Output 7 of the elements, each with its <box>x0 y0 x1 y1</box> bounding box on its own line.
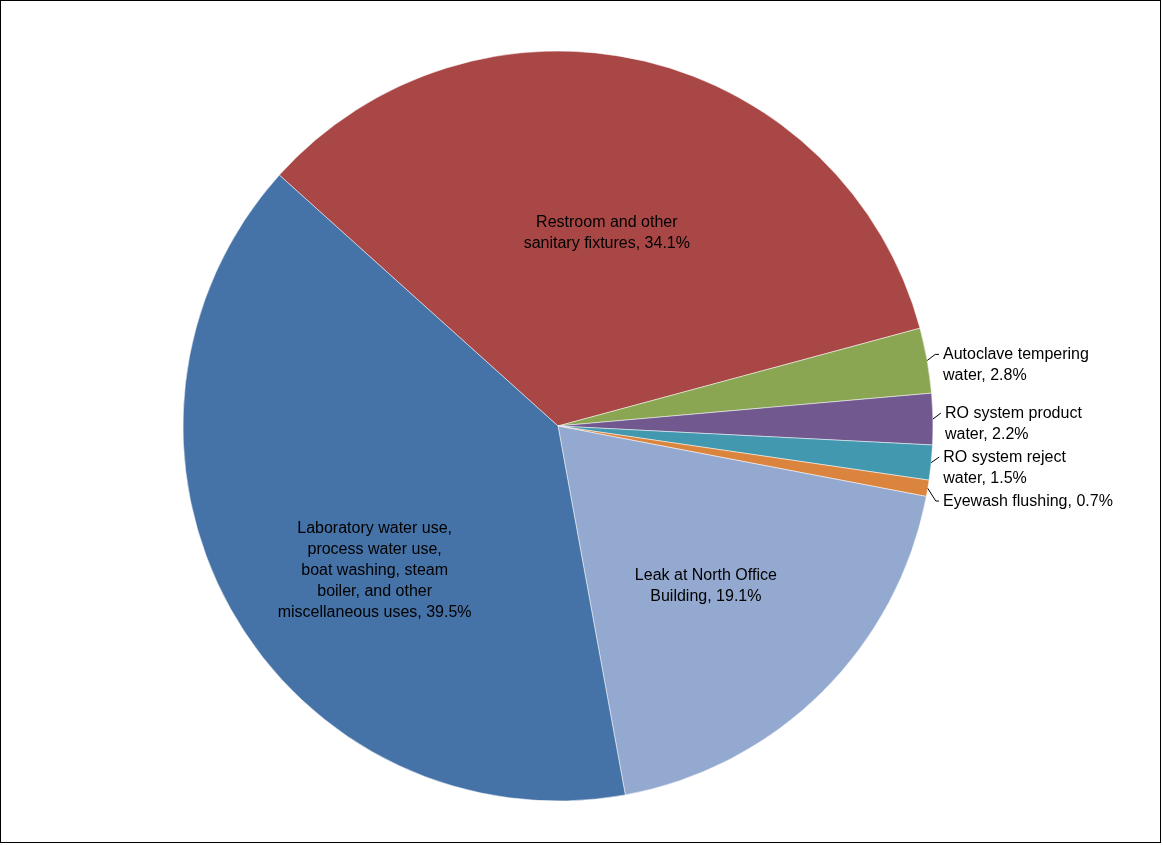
slice-label: Laboratory water use, process water use, boat washing, steam boiler, and other miscellaneous uses, 39.5% <box>277 519 472 621</box>
slice-label: Leak at North Office Building, 19.1% <box>634 566 777 605</box>
slice-label: RO system reject water, 1.5% <box>942 448 1067 487</box>
slice-label: RO system product water, 2.2% <box>943 404 1083 443</box>
slice-label: Autoclave tempering water, 2.8% <box>942 345 1089 384</box>
slice-label: Eyewash flushing, 0.7% <box>943 492 1113 510</box>
slice-label: Restroom and other sanitary fixtures, 34.1% <box>523 212 690 251</box>
